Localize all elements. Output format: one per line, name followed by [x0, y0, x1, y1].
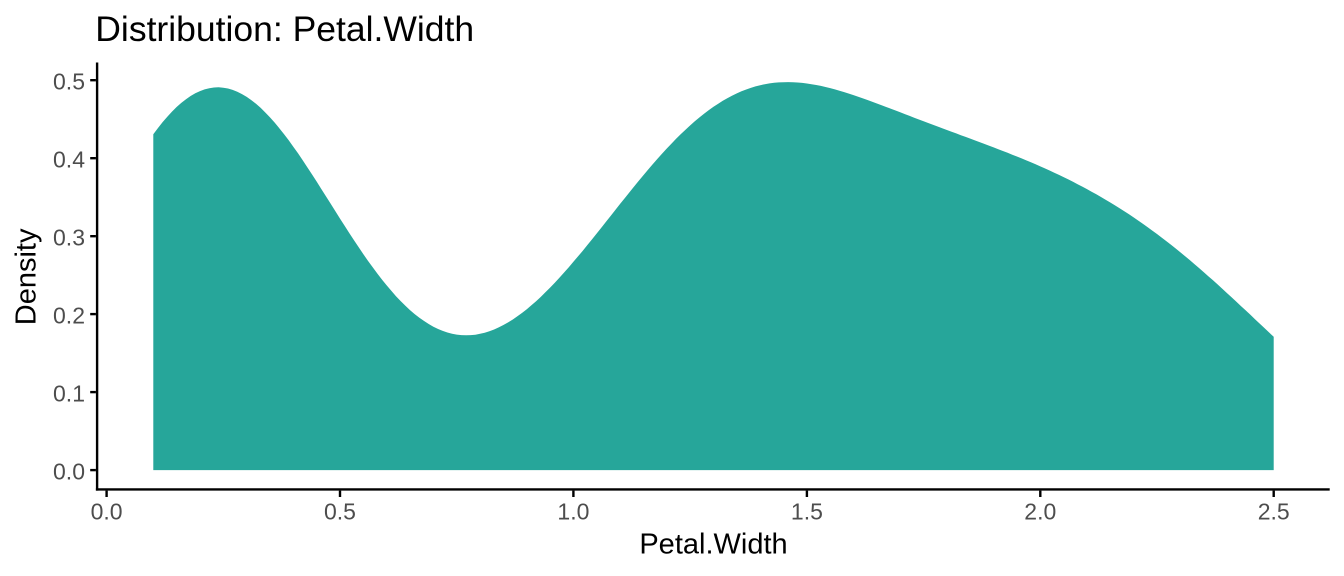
svg-text:0.3: 0.3 [53, 224, 85, 250]
svg-text:1.0: 1.0 [557, 499, 589, 525]
svg-text:Distribution: Petal.Width: Distribution: Petal.Width [95, 9, 474, 49]
svg-text:0.5: 0.5 [324, 499, 356, 525]
svg-text:0.0: 0.0 [91, 499, 123, 525]
svg-text:0.1: 0.1 [53, 380, 85, 406]
svg-text:0.4: 0.4 [53, 146, 85, 172]
svg-text:1.5: 1.5 [791, 499, 823, 525]
svg-text:0.5: 0.5 [53, 68, 85, 94]
svg-text:Density: Density [11, 228, 43, 325]
svg-text:Petal.Width: Petal.Width [639, 529, 787, 561]
svg-text:2.5: 2.5 [1258, 499, 1290, 525]
svg-text:0.0: 0.0 [53, 458, 85, 484]
svg-text:0.2: 0.2 [53, 302, 85, 328]
svg-text:2.0: 2.0 [1024, 499, 1056, 525]
